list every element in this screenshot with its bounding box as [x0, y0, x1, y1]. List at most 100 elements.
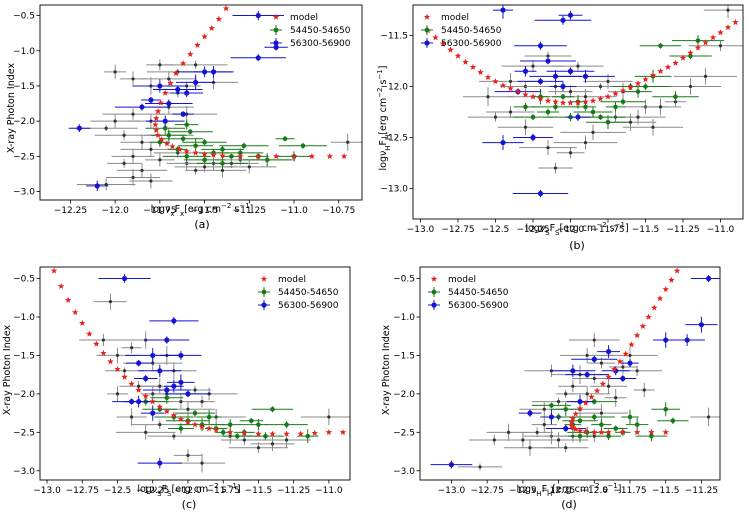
series2-marker — [175, 86, 181, 93]
series2-marker — [577, 398, 583, 405]
panel-c-series2-point — [142, 386, 191, 394]
series2-marker — [563, 425, 569, 432]
panel-d-series2-point — [518, 409, 542, 417]
series1-marker — [553, 104, 558, 110]
model-star — [208, 24, 215, 31]
panel-b-series2-point — [534, 15, 592, 25]
panel-a-frame — [39, 4, 363, 201]
legend-model-marker — [430, 275, 438, 282]
series2-marker — [166, 100, 172, 107]
y-tick-label: −12.0 — [380, 83, 408, 93]
series2-marker — [139, 104, 145, 110]
x-tick-label: −12.25 — [54, 206, 87, 216]
model-star — [50, 267, 58, 274]
other-marker — [129, 346, 134, 350]
model-star — [672, 59, 679, 66]
model-star — [544, 97, 552, 104]
panel-d-legend: model 54450-54650 56300-56900 — [428, 275, 509, 311]
series2-marker — [150, 352, 156, 359]
other-marker — [564, 446, 568, 450]
series2-marker — [185, 391, 191, 397]
other-marker — [542, 407, 546, 411]
series1-marker — [187, 129, 193, 135]
series2-marker — [121, 275, 128, 282]
series1-marker — [695, 38, 701, 43]
model-star — [576, 405, 584, 412]
x-tick-label: −11.75 — [143, 206, 176, 216]
other-marker — [113, 119, 117, 123]
other-marker — [628, 120, 633, 124]
panel-d-series1-point — [562, 417, 598, 424]
panel-c-plot-area: −13.0 −12.75 −12.5 −12.25 −12.0 −11.75 −11.5 −1… — [13, 266, 351, 496]
panel-b-series2-point — [492, 5, 514, 19]
model-star — [484, 73, 492, 81]
series2-marker — [582, 73, 589, 79]
panel-b-other-point — [622, 118, 684, 136]
legend-series2-label: 56300-56900 — [278, 301, 339, 311]
panel-c-series2-point — [144, 336, 190, 344]
model-star — [64, 296, 72, 303]
panel-d-other-point — [528, 432, 589, 448]
panel-b-other-point — [553, 135, 618, 150]
panel-a-series1-point — [219, 142, 269, 149]
panel-a-series2-point — [153, 85, 203, 94]
panel-a-series2-point — [141, 97, 161, 103]
other-marker — [158, 158, 162, 162]
model-star — [567, 99, 574, 106]
other-marker — [606, 79, 610, 84]
panel-c-other-point — [188, 395, 216, 408]
model-star — [86, 330, 93, 337]
model-star — [142, 392, 149, 399]
series2-marker — [157, 83, 163, 89]
series1-marker — [658, 43, 663, 49]
other-marker — [158, 423, 162, 427]
model-star — [633, 428, 641, 436]
panel-a-series1-point — [242, 153, 292, 166]
model-star — [149, 398, 156, 405]
series1-marker — [599, 422, 604, 427]
y-tick-label: −2.0 — [13, 117, 35, 127]
panel-c-other-point — [147, 432, 201, 441]
panel-d-series2-point — [597, 345, 620, 358]
panel-d-other-point — [633, 382, 655, 398]
panel-b-series2-point — [513, 133, 553, 142]
other-marker — [194, 63, 198, 67]
model-star — [161, 89, 169, 96]
model-star — [582, 98, 589, 105]
legend-model-label: model — [448, 275, 476, 285]
series1-marker — [634, 422, 640, 427]
series1-marker — [220, 430, 226, 435]
other-marker — [606, 384, 611, 388]
model-star — [152, 121, 159, 128]
other-marker — [194, 168, 198, 173]
series1-marker — [256, 422, 261, 427]
series2-marker — [143, 375, 149, 382]
series2-marker — [705, 275, 712, 282]
model-star — [492, 78, 499, 85]
y-tick-label: −1.5 — [13, 82, 35, 92]
other-marker — [621, 365, 625, 369]
panel-d-series1-point — [635, 430, 668, 442]
y-tick-label: −0.5 — [13, 275, 35, 285]
panel-a-series1-point — [275, 136, 295, 142]
other-marker — [506, 430, 511, 434]
y-tick-label: −2.0 — [393, 390, 415, 400]
x-tick-label: −12.0 — [580, 486, 608, 496]
other-marker — [186, 453, 190, 457]
model-star — [569, 415, 577, 422]
panel-c-series1-point — [239, 418, 263, 424]
series1-marker — [263, 433, 268, 439]
panel-d-series1-point — [531, 402, 571, 409]
panel-c-series2-point — [98, 274, 151, 283]
other-marker — [129, 415, 134, 419]
other-marker — [200, 399, 204, 404]
other-marker — [327, 415, 331, 419]
series1-marker — [627, 414, 633, 420]
series2-marker — [255, 55, 261, 61]
x-tick-label: −11.5 — [652, 486, 680, 496]
model-star — [462, 58, 469, 65]
legend-series1-marker — [431, 289, 437, 295]
model-star — [668, 276, 675, 283]
series1-marker — [202, 139, 207, 145]
model-star — [154, 107, 162, 115]
